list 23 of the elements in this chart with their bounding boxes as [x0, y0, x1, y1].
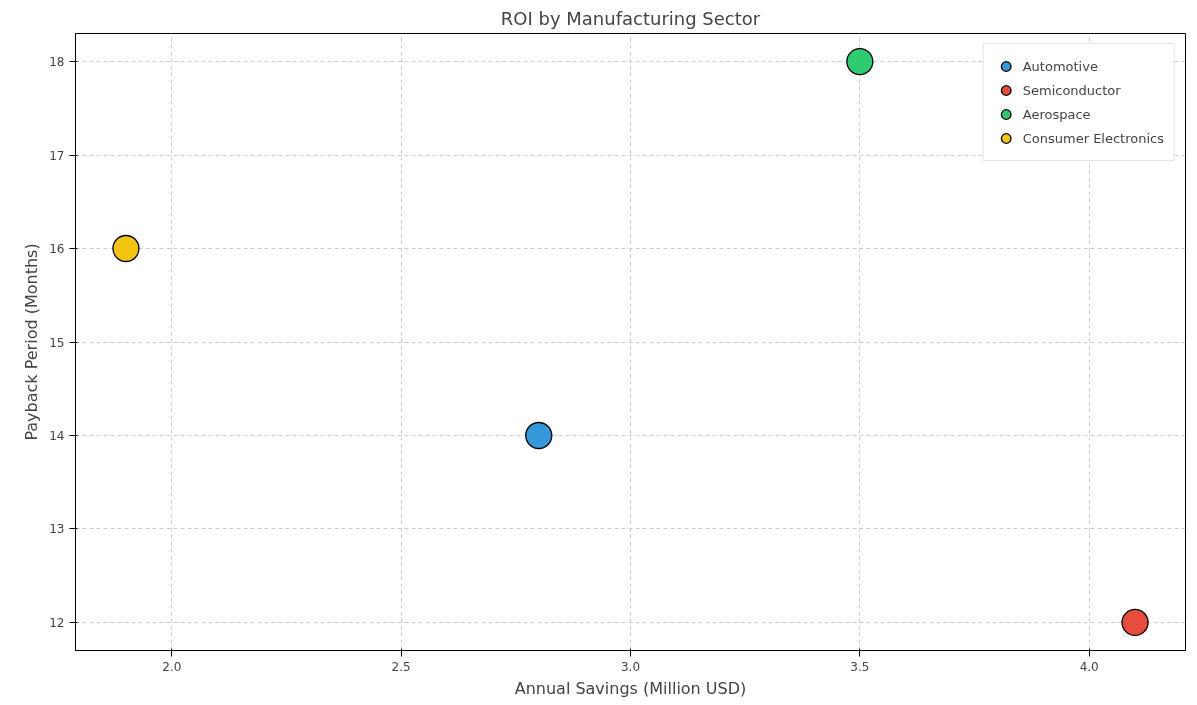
x-tick-label: 3.5	[850, 659, 870, 674]
point	[112, 234, 140, 263]
legend-label: Automotive	[1022, 58, 1098, 74]
x-tick-label: 2.5	[391, 659, 411, 674]
point	[525, 421, 553, 450]
chart-title: ROI by Manufacturing Sector	[500, 7, 761, 29]
legend-label: Aerospace	[1022, 106, 1091, 122]
y-tick-label: 15	[49, 335, 65, 350]
point	[846, 47, 874, 76]
y-tick-label: 13	[49, 522, 65, 537]
legend-label: Semiconductor	[1022, 82, 1121, 98]
y-tick-label: 16	[49, 242, 65, 257]
x-tick-label: 2.0	[162, 659, 182, 674]
y-tick-label: 18	[49, 55, 65, 70]
y-tick-label: 12	[49, 615, 65, 630]
y-axis-title: Payback Period (Months)	[22, 243, 42, 441]
y-tick-label: 14	[49, 428, 65, 443]
y-tick-label: 17	[49, 148, 65, 163]
x-tick-label: 3.0	[620, 659, 641, 674]
x-axis-title: Annual Savings (Million USD)	[514, 678, 747, 698]
x-tick-label: 4.0	[1079, 659, 1099, 674]
legend-label: Consumer Electronics	[1022, 130, 1164, 146]
point	[1121, 608, 1149, 637]
